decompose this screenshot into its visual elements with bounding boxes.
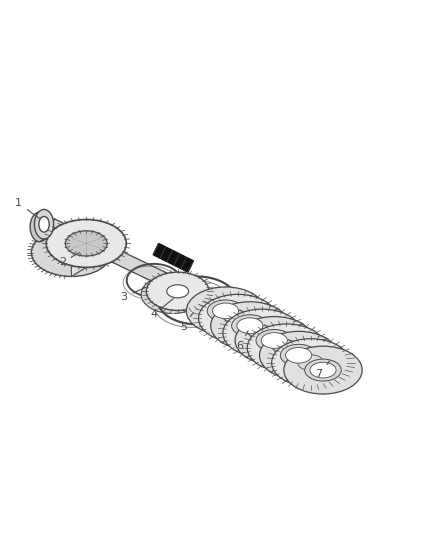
Ellipse shape [167,285,188,298]
Ellipse shape [65,231,107,256]
Ellipse shape [310,362,336,378]
Ellipse shape [298,355,324,370]
Ellipse shape [162,288,184,301]
Text: 6: 6 [237,331,248,351]
Ellipse shape [256,329,293,351]
Ellipse shape [225,310,251,326]
Ellipse shape [32,229,111,277]
Ellipse shape [35,209,53,239]
Ellipse shape [284,346,362,394]
Ellipse shape [247,324,325,372]
Ellipse shape [198,294,277,342]
Ellipse shape [30,212,49,241]
Ellipse shape [232,314,268,337]
Ellipse shape [39,216,49,232]
Ellipse shape [280,344,317,366]
Ellipse shape [259,332,338,379]
Text: 4: 4 [150,298,173,319]
Polygon shape [173,272,178,313]
Ellipse shape [237,318,263,334]
Polygon shape [71,220,86,277]
Polygon shape [153,244,194,272]
Ellipse shape [212,303,239,319]
Ellipse shape [207,300,244,322]
Ellipse shape [249,325,275,341]
Ellipse shape [272,339,350,386]
Text: 2: 2 [59,253,79,267]
Ellipse shape [305,359,341,381]
Ellipse shape [146,272,209,310]
Ellipse shape [235,317,314,365]
Text: 7: 7 [315,361,329,379]
Polygon shape [49,219,235,319]
Text: 5: 5 [180,312,194,332]
Ellipse shape [286,348,312,363]
Ellipse shape [186,287,265,335]
Ellipse shape [211,302,289,350]
Ellipse shape [141,275,204,313]
Text: 1: 1 [15,198,40,219]
Ellipse shape [223,309,301,357]
Ellipse shape [46,220,126,268]
Ellipse shape [273,340,300,356]
Ellipse shape [261,333,287,349]
Text: 3: 3 [120,287,146,302]
